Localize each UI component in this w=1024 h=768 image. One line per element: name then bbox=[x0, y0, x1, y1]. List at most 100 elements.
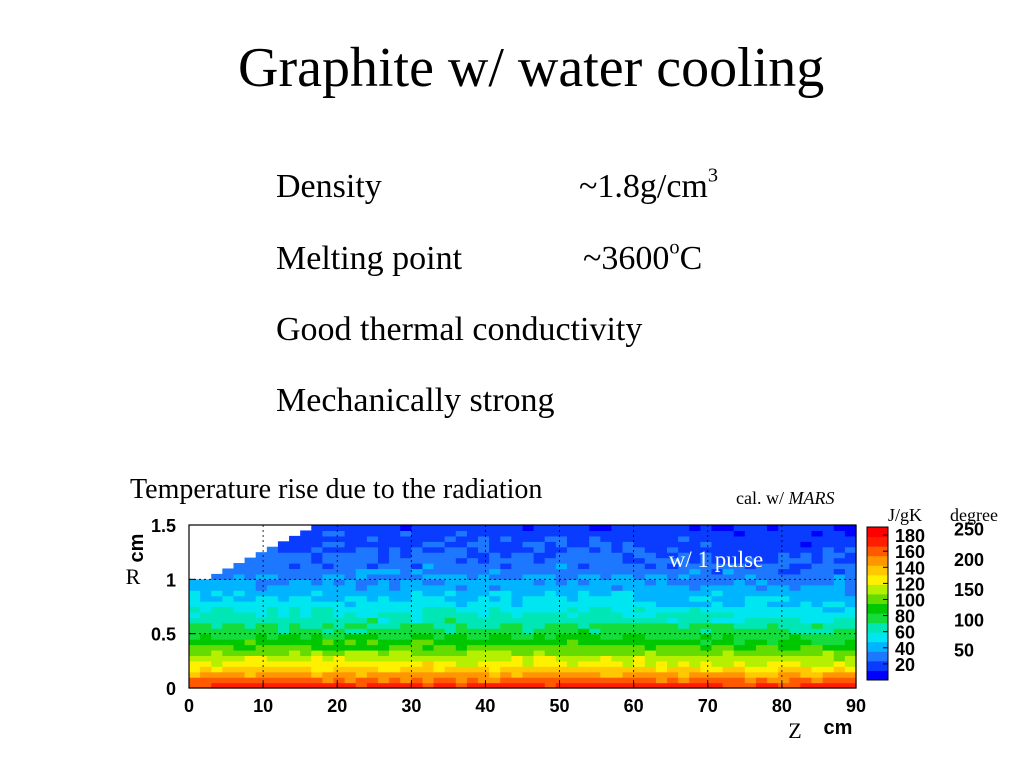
heatmap-cell bbox=[200, 622, 212, 629]
heatmap-cell bbox=[667, 546, 679, 553]
heatmap-cell bbox=[233, 633, 246, 640]
heatmap-cell bbox=[533, 541, 546, 548]
heatmap-cell bbox=[678, 628, 690, 635]
heatmap-cell bbox=[466, 622, 479, 629]
heatmap-cell bbox=[478, 628, 490, 635]
heatmap-cell bbox=[333, 633, 346, 640]
heatmap-cell bbox=[355, 639, 368, 646]
heatmap-cell bbox=[455, 677, 468, 684]
heatmap-cell bbox=[689, 617, 701, 624]
heatmap-cell bbox=[789, 590, 802, 597]
heatmap-cell bbox=[511, 682, 524, 689]
heatmap-cell bbox=[500, 682, 512, 689]
heatmap-cell bbox=[522, 525, 535, 532]
heatmap-cell bbox=[744, 666, 757, 673]
heatmap-cell bbox=[189, 644, 201, 651]
heatmap-cell bbox=[311, 682, 323, 689]
heatmap-cell bbox=[366, 552, 379, 559]
heatmap-cell bbox=[755, 639, 768, 646]
heatmap-cell bbox=[544, 563, 557, 570]
heatmap-cell bbox=[255, 671, 268, 678]
heatmap-cell bbox=[355, 601, 368, 608]
heatmap-cell bbox=[400, 535, 412, 542]
heatmap-cell bbox=[366, 633, 379, 640]
heatmap-cell bbox=[578, 606, 590, 613]
heatmap-cell bbox=[444, 655, 457, 662]
heatmap-cell bbox=[833, 584, 846, 591]
heatmap-cell bbox=[633, 606, 646, 613]
heatmap-cell bbox=[344, 677, 357, 684]
heatmap-cell bbox=[277, 552, 290, 559]
heatmap-cell bbox=[555, 677, 568, 684]
heatmap-cell bbox=[711, 525, 724, 532]
heatmap-cell bbox=[667, 530, 679, 537]
heatmap-cell bbox=[711, 666, 724, 673]
heatmap-cell bbox=[600, 584, 613, 591]
heatmap-cell bbox=[811, 595, 824, 602]
heatmap-cell bbox=[822, 546, 835, 553]
heatmap-cell bbox=[767, 644, 779, 651]
heatmap-cell bbox=[667, 573, 679, 580]
heatmap-cell bbox=[700, 671, 713, 678]
heatmap-cell bbox=[289, 584, 301, 591]
heatmap-cell bbox=[355, 622, 368, 629]
heatmap-cell bbox=[466, 628, 479, 635]
heatmap-cell bbox=[200, 611, 212, 618]
heatmap-cell bbox=[678, 639, 690, 646]
heatmap-cell bbox=[289, 595, 301, 602]
heatmap-cell bbox=[533, 584, 546, 591]
heatmap-cell bbox=[589, 590, 601, 597]
heatmap-cell bbox=[655, 606, 668, 613]
heatmap-cell bbox=[289, 617, 301, 624]
heatmap-cell bbox=[544, 535, 557, 542]
heatmap-cell bbox=[789, 541, 802, 548]
heatmap-cell bbox=[655, 541, 668, 548]
colorbar-segment bbox=[867, 574, 888, 585]
heatmap-cell bbox=[555, 655, 568, 662]
heatmap-cell bbox=[544, 573, 557, 580]
heatmap-cell bbox=[511, 666, 524, 673]
heatmap-cell bbox=[600, 590, 613, 597]
heatmap-cell bbox=[444, 677, 457, 684]
heatmap-cell bbox=[433, 541, 446, 548]
heatmap-cell bbox=[322, 525, 335, 532]
heatmap-cell bbox=[511, 601, 524, 608]
heatmap-cell bbox=[778, 590, 790, 597]
heatmap-cell bbox=[266, 671, 279, 678]
heatmap-cell bbox=[478, 579, 490, 586]
heatmap-cell bbox=[667, 584, 679, 591]
heatmap-cell bbox=[200, 655, 212, 662]
heatmap-cell bbox=[600, 677, 613, 684]
heatmap-cell bbox=[633, 677, 646, 684]
heatmap-cell bbox=[533, 579, 546, 586]
heatmap-cell bbox=[778, 601, 790, 608]
colorbar-segment bbox=[867, 565, 888, 576]
heatmap-cell bbox=[366, 655, 379, 662]
heatmap-cell bbox=[333, 671, 346, 678]
heatmap-cell bbox=[522, 671, 535, 678]
heatmap-cell bbox=[655, 546, 668, 553]
heatmap-cell bbox=[344, 557, 357, 564]
heatmap-cell bbox=[589, 677, 601, 684]
plot-frame bbox=[188, 524, 857, 689]
heatmap-cell bbox=[400, 622, 412, 629]
heatmap-cell bbox=[778, 568, 790, 575]
heatmap-cell bbox=[800, 584, 813, 591]
heatmap-cell bbox=[644, 666, 657, 673]
heatmap-cell bbox=[744, 611, 757, 618]
heatmap-cell bbox=[489, 552, 501, 559]
heatmap-cell bbox=[366, 590, 379, 597]
heatmap-cell bbox=[344, 595, 357, 602]
heatmap-cell bbox=[511, 530, 524, 537]
heatmap-cell bbox=[444, 611, 457, 618]
heatmap-cell bbox=[300, 530, 312, 537]
heatmap-cell bbox=[789, 617, 802, 624]
heatmap-cell bbox=[655, 622, 668, 629]
heatmap-cell bbox=[489, 622, 501, 629]
heatmap-cell bbox=[644, 535, 657, 542]
heatmap-cell bbox=[689, 622, 701, 629]
heatmap-cell bbox=[622, 633, 635, 640]
colorbar-tick-label: 80 bbox=[895, 607, 915, 627]
heatmap-cell bbox=[500, 644, 512, 651]
